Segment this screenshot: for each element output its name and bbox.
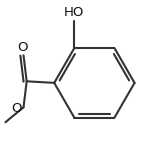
Text: HO: HO <box>64 6 85 19</box>
Text: O: O <box>18 41 28 54</box>
Text: O: O <box>11 102 22 115</box>
